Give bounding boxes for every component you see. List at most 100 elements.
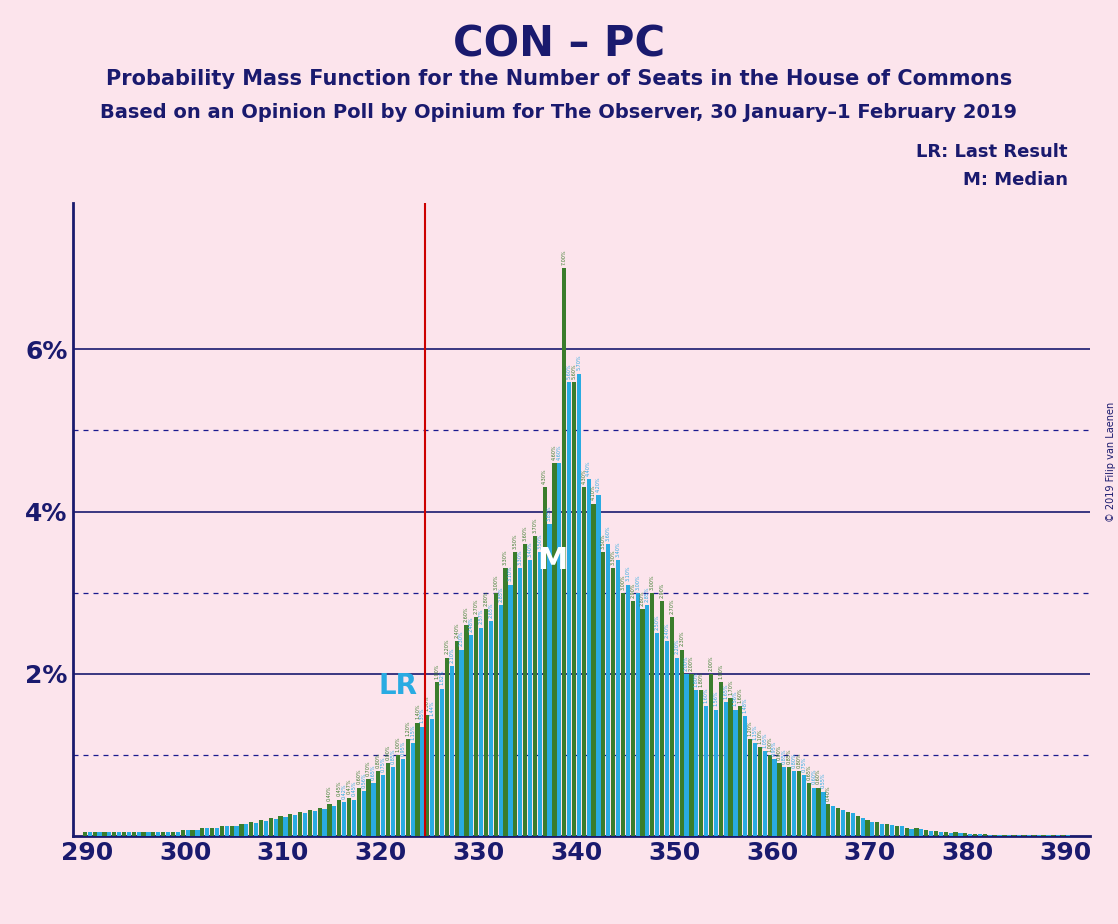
Text: 1.40%: 1.40%	[415, 704, 420, 720]
Bar	[773, 760, 777, 836]
Text: 2.30%: 2.30%	[459, 631, 464, 647]
Text: Probability Mass Function for the Number of Seats in the House of Commons: Probability Mass Function for the Number…	[106, 69, 1012, 90]
Bar	[165, 833, 170, 836]
Text: 0.60%: 0.60%	[357, 769, 361, 784]
Bar	[357, 787, 361, 836]
Bar	[513, 553, 518, 836]
Bar	[361, 791, 366, 836]
Bar	[1003, 835, 1006, 836]
Bar	[93, 833, 97, 836]
Bar	[787, 767, 792, 836]
Bar	[474, 617, 479, 836]
Bar	[743, 716, 747, 836]
Bar	[499, 605, 503, 836]
Bar	[738, 706, 742, 836]
Bar	[347, 797, 351, 836]
Bar	[303, 813, 307, 836]
Bar	[596, 495, 600, 836]
Text: 2.60%: 2.60%	[464, 606, 468, 622]
Bar	[674, 658, 679, 836]
Bar	[925, 830, 928, 836]
Text: 0.65%: 0.65%	[371, 765, 376, 780]
Bar	[635, 593, 639, 836]
Bar	[699, 690, 703, 836]
Bar	[616, 560, 620, 836]
Bar	[631, 601, 635, 836]
Bar	[322, 809, 326, 836]
Text: 2.40%: 2.40%	[454, 623, 459, 638]
Bar	[900, 826, 903, 836]
Text: 1.15%: 1.15%	[410, 724, 415, 739]
Bar	[694, 690, 699, 836]
Text: 0.65%: 0.65%	[806, 765, 812, 780]
Bar	[254, 823, 258, 836]
Bar	[176, 833, 180, 836]
Bar	[146, 833, 151, 836]
Bar	[239, 824, 244, 836]
Text: 2.20%: 2.20%	[444, 639, 449, 654]
Text: 3.50%: 3.50%	[538, 533, 542, 549]
Bar	[861, 818, 864, 836]
Text: 3.00%: 3.00%	[620, 574, 625, 590]
Bar	[112, 833, 116, 836]
Text: 4.60%: 4.60%	[552, 444, 557, 460]
Bar	[587, 480, 590, 836]
Bar	[235, 826, 238, 836]
Bar	[381, 775, 386, 836]
Text: 4.60%: 4.60%	[557, 444, 562, 460]
Text: LR: LR	[378, 672, 417, 700]
Bar	[386, 763, 390, 836]
Bar	[377, 772, 380, 836]
Bar	[812, 787, 816, 836]
Bar	[973, 833, 977, 836]
Bar	[181, 830, 184, 836]
Bar	[958, 833, 963, 836]
Bar	[528, 560, 532, 836]
Text: 5.60%: 5.60%	[571, 363, 577, 379]
Text: 1.82%: 1.82%	[439, 670, 445, 686]
Bar	[626, 585, 629, 836]
Text: 1.48%: 1.48%	[742, 698, 748, 713]
Text: 3.00%: 3.00%	[650, 574, 655, 590]
Text: 1.50%: 1.50%	[425, 696, 429, 711]
Bar	[268, 818, 273, 836]
Bar	[783, 767, 786, 836]
Text: 1.90%: 1.90%	[435, 663, 439, 679]
Bar	[557, 463, 561, 836]
Bar	[919, 829, 923, 836]
Text: 0.85%: 0.85%	[390, 748, 396, 764]
Bar	[410, 743, 415, 836]
Bar	[210, 828, 215, 836]
Bar	[620, 593, 625, 836]
Text: 0.80%: 0.80%	[796, 752, 802, 768]
Text: © 2019 Filip van Laenen: © 2019 Filip van Laenen	[1106, 402, 1116, 522]
Bar	[964, 833, 967, 836]
Bar	[591, 504, 596, 836]
Text: M: M	[537, 546, 567, 575]
Text: 3.40%: 3.40%	[528, 541, 532, 557]
Bar	[612, 568, 615, 836]
Bar	[826, 804, 831, 836]
Bar	[875, 822, 880, 836]
Bar	[690, 674, 693, 836]
Text: 1.56%: 1.56%	[713, 691, 719, 706]
Text: 2.50%: 2.50%	[655, 614, 660, 630]
Bar	[581, 487, 586, 836]
Bar	[293, 815, 297, 836]
Text: 1.00%: 1.00%	[396, 736, 400, 752]
Text: 2.00%: 2.00%	[689, 655, 694, 671]
Bar	[851, 813, 855, 836]
Bar	[416, 723, 419, 836]
Text: 4.10%: 4.10%	[591, 485, 596, 500]
Bar	[264, 821, 268, 836]
Bar	[318, 808, 322, 836]
Text: 1.70%: 1.70%	[728, 679, 733, 695]
Bar	[430, 720, 434, 836]
Text: CON – PC: CON – PC	[453, 23, 665, 65]
Bar	[577, 373, 581, 836]
Bar	[518, 568, 522, 836]
Bar	[762, 751, 767, 836]
Text: 1.65%: 1.65%	[723, 684, 728, 699]
Bar	[371, 784, 376, 836]
Text: 1.60%: 1.60%	[703, 687, 709, 703]
